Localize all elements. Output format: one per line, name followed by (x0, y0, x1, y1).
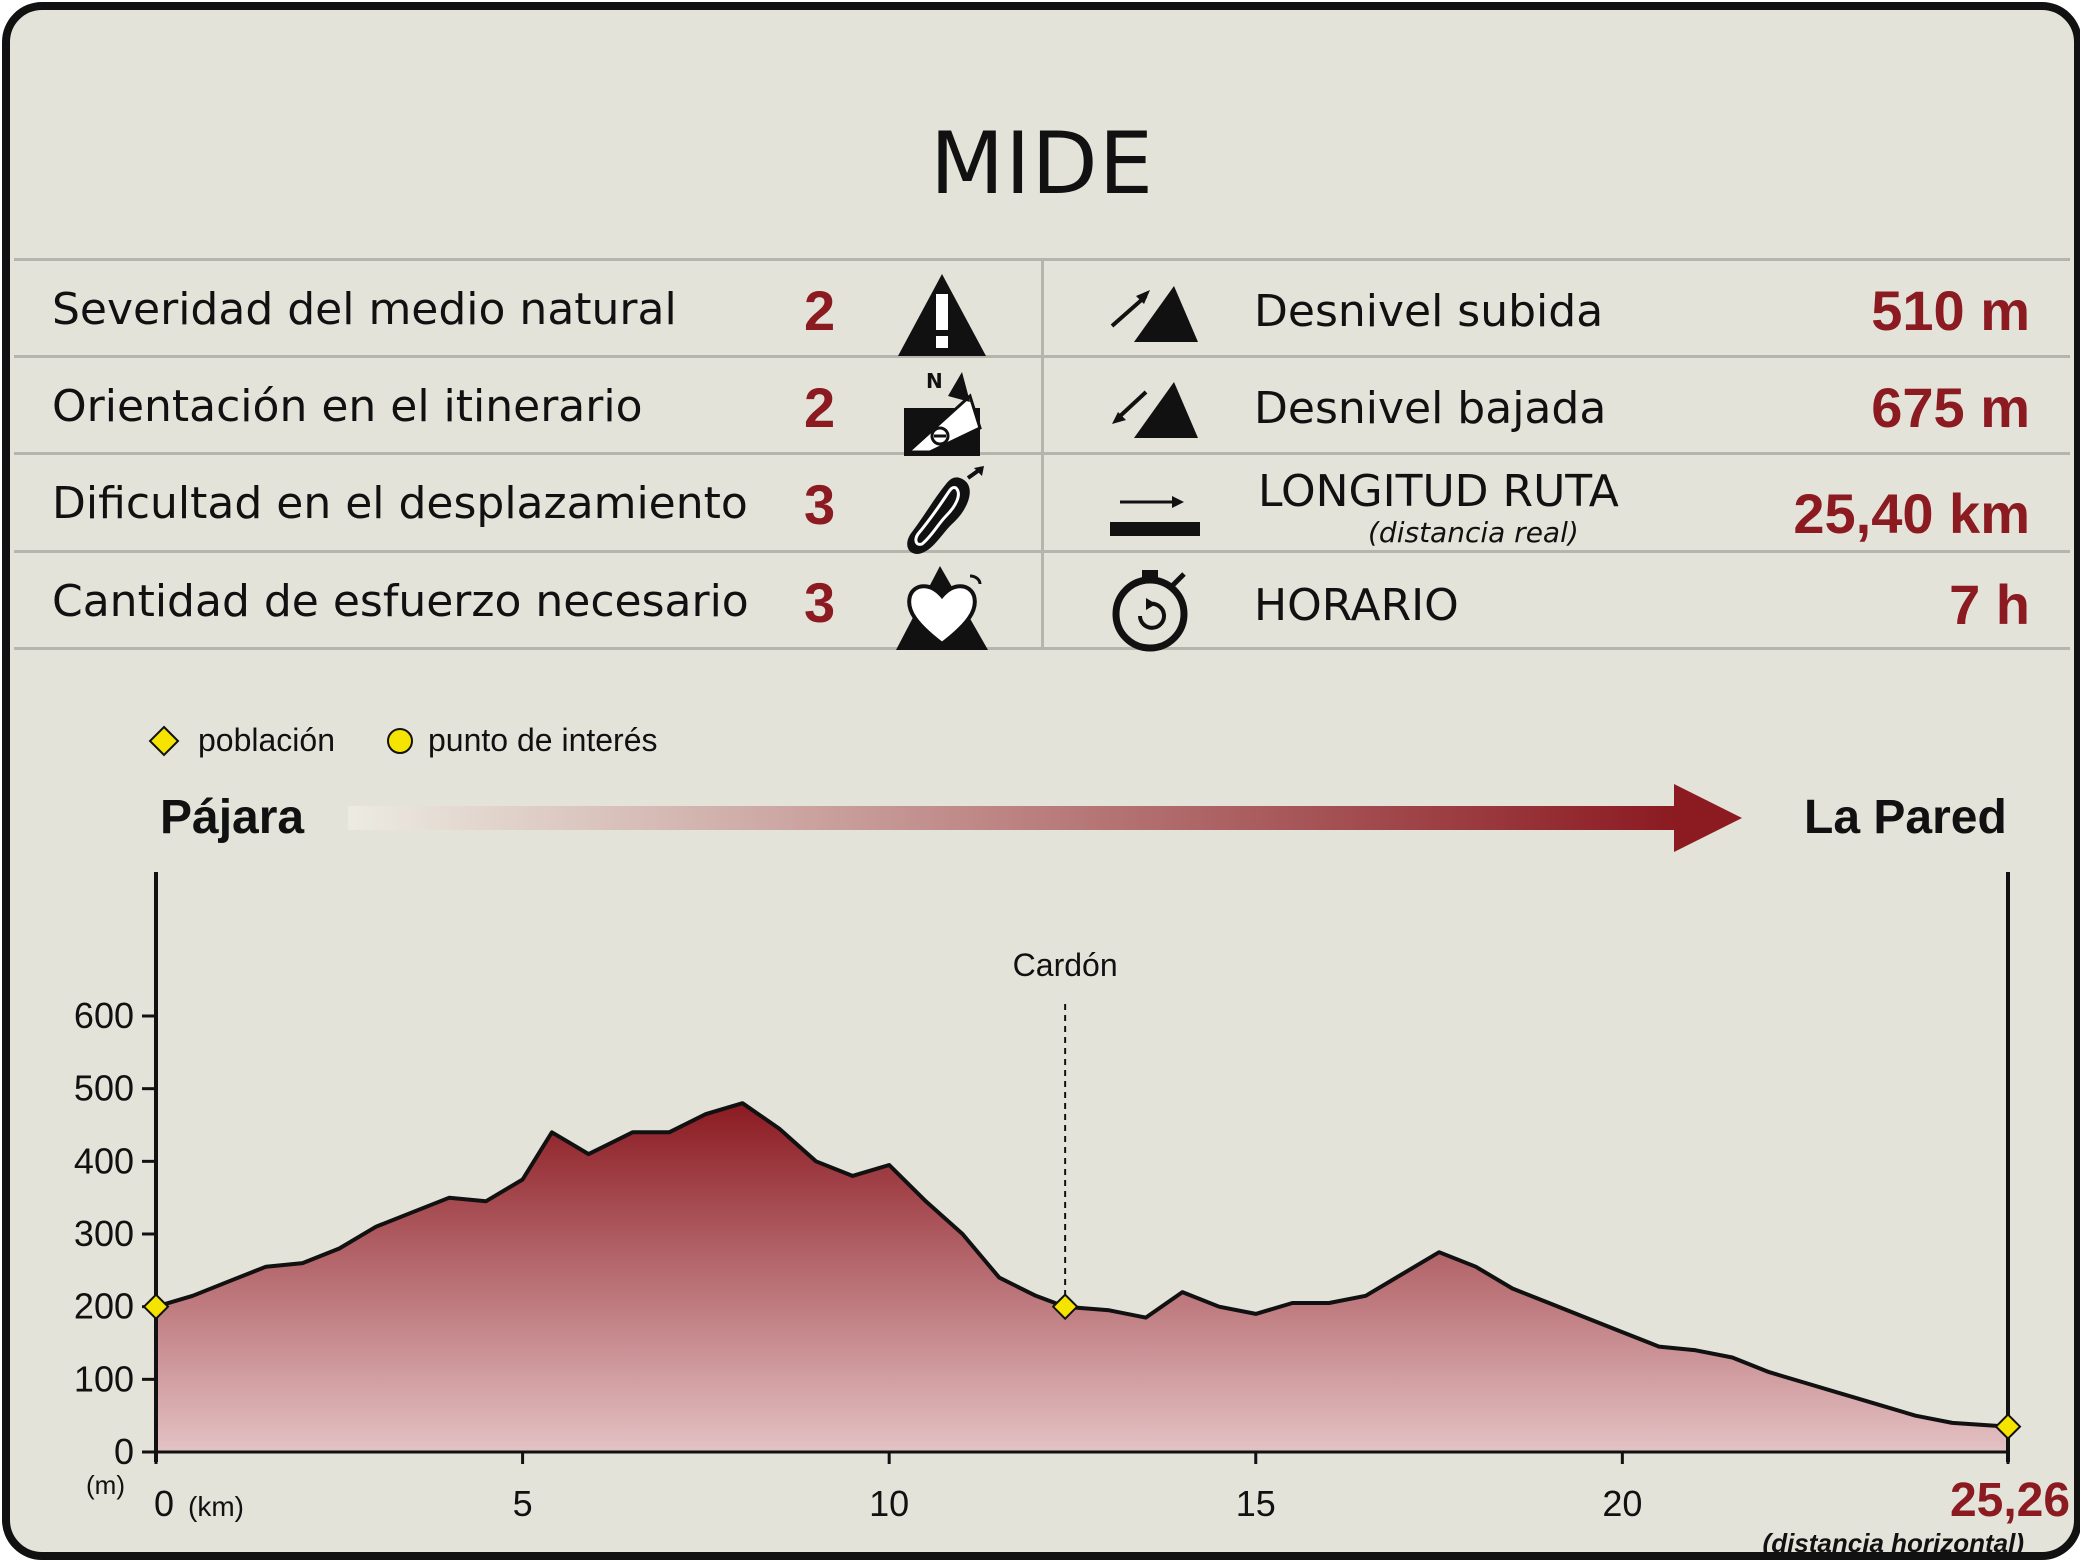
table-rule (14, 647, 2070, 650)
svg-text:N: N (926, 369, 943, 393)
x-tick-label: 0 (154, 1483, 174, 1524)
direction-arrow (348, 784, 1742, 852)
route-end-label: La Pared (1804, 791, 2007, 844)
town-marker-icon (148, 725, 180, 757)
warning-icon (898, 274, 986, 356)
x-tick-label-end: 25,26 (1950, 1474, 2070, 1527)
mide-label-dificultad: Dificultad en el desplazamiento (52, 478, 748, 529)
route-start-label: Pájara (160, 791, 305, 844)
x-tick-label: 20 (1602, 1483, 1642, 1524)
mide-value-dificultad: 3 (804, 473, 836, 536)
route-label-subida: Desnivel subida (1254, 286, 1604, 337)
y-tick-label: 600 (74, 995, 134, 1036)
y-tick-label: 500 (74, 1068, 134, 1109)
mide-value-esfuerzo: 3 (804, 571, 836, 634)
route-value-horario: 7 h (1949, 573, 2030, 636)
table-rule (14, 258, 2070, 261)
descent-icon (1112, 382, 1198, 438)
x-unit-label: (km) (188, 1491, 244, 1522)
mide-value-severidad: 2 (804, 279, 836, 342)
y-tick-label: 100 (74, 1358, 134, 1399)
mide-label-severidad: Severidad del medio natural (52, 284, 677, 335)
legend-poi-label: punto de interés (428, 722, 658, 758)
town-marker (1051, 1293, 1079, 1321)
marker-label: Cardón (1013, 947, 1118, 983)
distance-icon (1110, 496, 1200, 536)
y-tick-label: 300 (74, 1213, 134, 1254)
stopwatch-icon (1112, 570, 1188, 652)
footprint-icon (907, 466, 984, 554)
y-tick-label: 200 (74, 1286, 134, 1327)
route-label-horario: HORARIO (1254, 580, 1459, 631)
x-tick-label: 15 (1236, 1483, 1276, 1524)
town-marker (1994, 1413, 2022, 1440)
route-sublabel-longitud: (distancia real) (1368, 516, 1579, 549)
town-marker (142, 1293, 170, 1321)
legend-town-label: población (198, 722, 335, 758)
page-title: MIDE (929, 114, 1155, 214)
x-tick-label: 10 (869, 1483, 909, 1524)
x-end-note: (distancia horizontal) (1763, 1528, 2024, 1552)
mide-value-orientacion: 2 (804, 376, 836, 439)
elevation-chart: 0 100 200 300 400 500 600 0 5 10 15 20 25,26 (m) (km) (… (74, 872, 2070, 1552)
table-divider (1041, 260, 1044, 648)
route-label-longitud: LONGITUD RUTA (1258, 466, 1619, 517)
y-unit-label: (m) (86, 1470, 125, 1500)
route-value-subida: 510 m (1871, 279, 2030, 342)
orientation-icon: N (904, 369, 982, 456)
mide-label-orientacion: Orientación en el itinerario (52, 381, 643, 432)
mide-label-esfuerzo: Cantidad de esfuerzo necesario (52, 576, 749, 627)
elevation-area-0 (156, 1103, 2008, 1452)
ascent-icon (1110, 286, 1198, 342)
route-label-bajada: Desnivel bajada (1254, 383, 1607, 434)
route-value-bajada: 675 m (1871, 376, 2030, 439)
route-value-longitud: 25,40 km (1793, 482, 2030, 545)
y-tick-label: 0 (114, 1431, 134, 1472)
x-tick-label: 5 (513, 1483, 533, 1524)
heart-effort-icon (896, 566, 988, 650)
y-tick-label: 400 (74, 1140, 134, 1181)
poi-marker-icon (387, 728, 413, 754)
